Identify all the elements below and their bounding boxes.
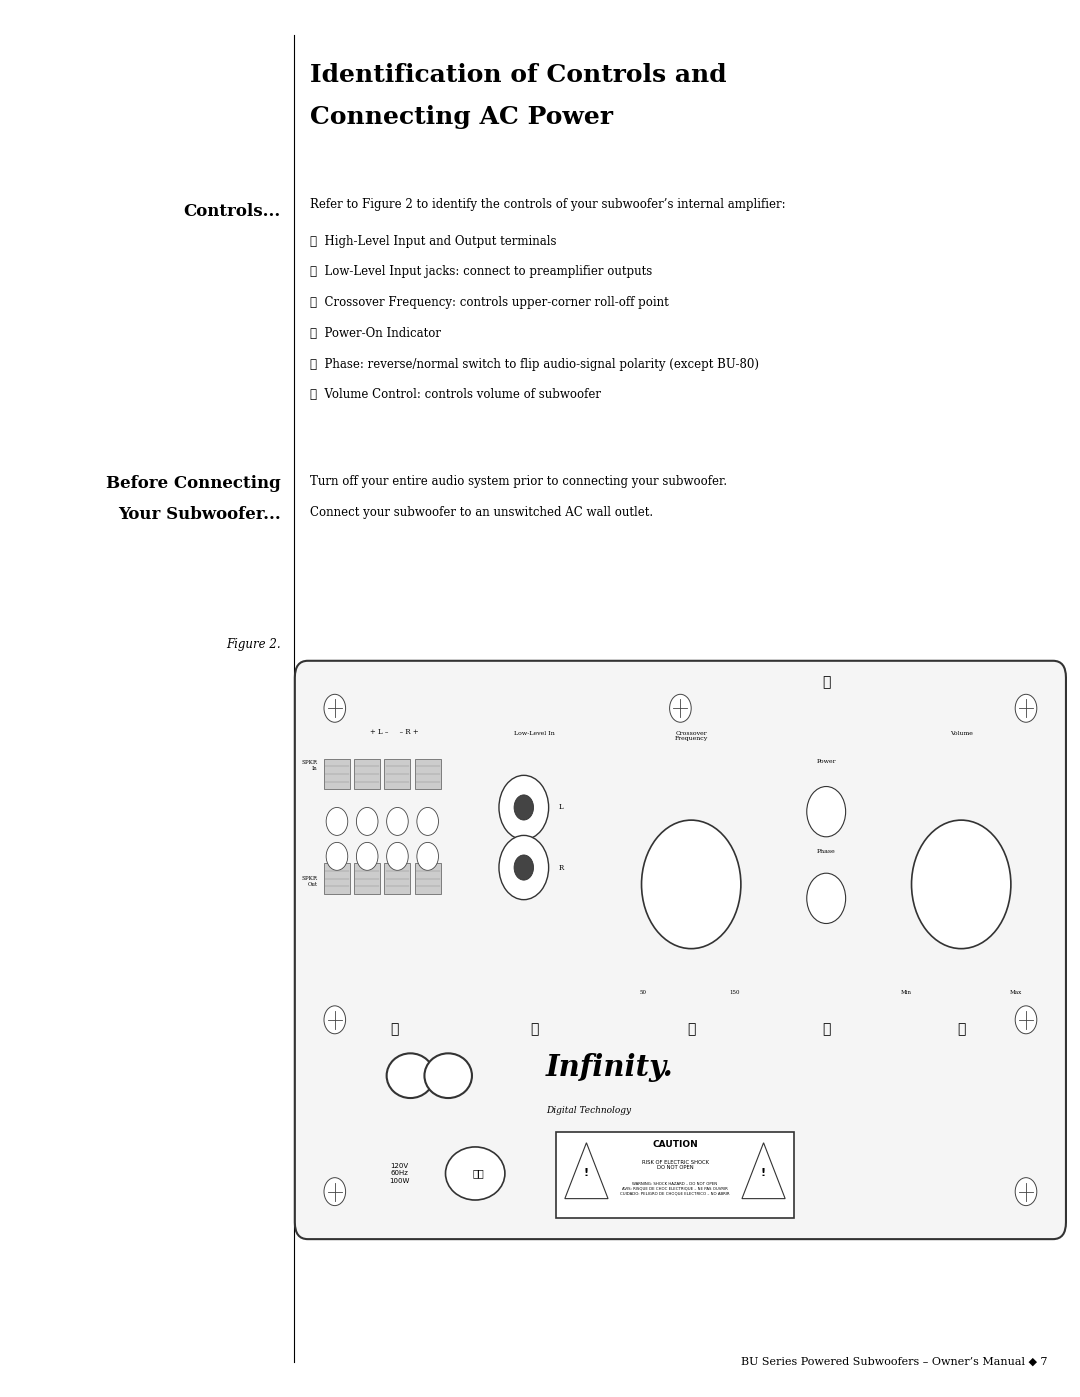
Circle shape — [499, 775, 549, 840]
Bar — [354, 863, 380, 894]
Text: ❺: ❺ — [822, 1023, 831, 1037]
Circle shape — [417, 842, 438, 870]
Circle shape — [807, 873, 846, 923]
Circle shape — [387, 807, 408, 835]
Bar — [384, 759, 410, 789]
Text: Before Connecting: Before Connecting — [106, 475, 281, 492]
Bar — [384, 863, 410, 894]
Text: Identification of Controls and: Identification of Controls and — [310, 63, 727, 87]
Text: SPKR
Out: SPKR Out — [301, 876, 318, 887]
Text: ❹  Power-On Indicator: ❹ Power-On Indicator — [310, 327, 441, 339]
Text: R: R — [558, 863, 564, 872]
Text: + L –     – R +: + L – – R + — [369, 728, 419, 736]
Text: Volume: Volume — [949, 731, 973, 736]
Text: RISK OF ELECTRIC SHOCK
DO NOT OPEN: RISK OF ELECTRIC SHOCK DO NOT OPEN — [642, 1160, 708, 1171]
Text: Phase: Phase — [816, 849, 836, 855]
FancyBboxPatch shape — [295, 661, 1066, 1239]
Text: Power: Power — [816, 759, 836, 764]
Text: !: ! — [584, 1168, 589, 1179]
Text: CAUTION: CAUTION — [652, 1140, 698, 1148]
Circle shape — [499, 835, 549, 900]
Text: Low-Level In: Low-Level In — [514, 731, 555, 736]
Text: 150: 150 — [729, 989, 740, 995]
Text: ❻  Volume Control: controls volume of subwoofer: ❻ Volume Control: controls volume of sub… — [310, 388, 600, 401]
Circle shape — [324, 1006, 346, 1034]
Text: Min: Min — [901, 989, 912, 995]
Text: ⓈⒶ: ⓈⒶ — [473, 1168, 484, 1179]
Text: ❻: ❻ — [957, 1023, 966, 1037]
Text: L: L — [558, 803, 563, 812]
Text: ❹: ❹ — [822, 675, 831, 689]
Circle shape — [387, 842, 408, 870]
Text: BU Series Powered Subwoofers – Owner’s Manual ◆ 7: BU Series Powered Subwoofers – Owner’s M… — [741, 1356, 1048, 1366]
Text: ❶: ❶ — [390, 1023, 399, 1037]
Bar — [354, 759, 380, 789]
Ellipse shape — [424, 1053, 472, 1098]
Circle shape — [670, 694, 691, 722]
Text: ❸  Crossover Frequency: controls upper-corner roll-off point: ❸ Crossover Frequency: controls upper-co… — [310, 296, 669, 309]
Bar — [556, 1132, 794, 1218]
Text: Connecting AC Power: Connecting AC Power — [310, 105, 613, 129]
Circle shape — [324, 694, 346, 722]
Bar — [324, 759, 350, 789]
Ellipse shape — [445, 1147, 504, 1200]
Circle shape — [326, 842, 348, 870]
Circle shape — [324, 1178, 346, 1206]
Circle shape — [1015, 694, 1037, 722]
Text: ❺  Phase: reverse/normal switch to flip audio-signal polarity (except BU-80): ❺ Phase: reverse/normal switch to flip a… — [310, 358, 759, 370]
Text: Turn off your entire audio system prior to connecting your subwoofer.: Turn off your entire audio system prior … — [310, 475, 727, 488]
Circle shape — [514, 855, 534, 880]
Circle shape — [514, 795, 534, 820]
Text: Controls...: Controls... — [184, 203, 281, 219]
Circle shape — [356, 842, 378, 870]
Text: 120V
60Hz
100W: 120V 60Hz 100W — [390, 1162, 409, 1185]
Text: ❸: ❸ — [687, 1023, 696, 1037]
Circle shape — [642, 820, 741, 949]
Text: ❷: ❷ — [530, 1023, 539, 1037]
Text: Refer to Figure 2 to identify the controls of your subwoofer’s internal amplifie: Refer to Figure 2 to identify the contro… — [310, 198, 785, 211]
Circle shape — [1015, 1006, 1037, 1034]
Text: 50: 50 — [639, 989, 646, 995]
Circle shape — [1015, 1178, 1037, 1206]
Text: Your Subwoofer...: Your Subwoofer... — [118, 506, 281, 522]
Circle shape — [326, 807, 348, 835]
Text: Digital Technology: Digital Technology — [546, 1106, 631, 1115]
Polygon shape — [565, 1143, 608, 1199]
Circle shape — [912, 820, 1011, 949]
Text: Figure 2.: Figure 2. — [226, 638, 281, 651]
Text: Max: Max — [1010, 989, 1023, 995]
Bar — [324, 863, 350, 894]
Circle shape — [807, 787, 846, 837]
Text: !: ! — [761, 1168, 766, 1179]
Text: Infinity.: Infinity. — [545, 1053, 673, 1081]
Text: SPKR
In: SPKR In — [301, 760, 318, 771]
Bar — [415, 759, 441, 789]
Circle shape — [356, 807, 378, 835]
Text: WARNING: SHOCK HAZARD – DO NOT OPEN
AVIS: RISQUE DE CHOC ELECTRIQUE – NE PAS OUV: WARNING: SHOCK HAZARD – DO NOT OPEN AVIS… — [620, 1182, 730, 1194]
Ellipse shape — [387, 1053, 434, 1098]
Text: Connect your subwoofer to an unswitched AC wall outlet.: Connect your subwoofer to an unswitched … — [310, 506, 653, 518]
Bar — [415, 863, 441, 894]
Polygon shape — [742, 1143, 785, 1199]
Text: ❷  Low-Level Input jacks: connect to preamplifier outputs: ❷ Low-Level Input jacks: connect to prea… — [310, 265, 652, 278]
Text: ❶  High-Level Input and Output terminals: ❶ High-Level Input and Output terminals — [310, 235, 556, 247]
Text: Crossover
Frequency: Crossover Frequency — [675, 731, 707, 742]
Circle shape — [417, 807, 438, 835]
